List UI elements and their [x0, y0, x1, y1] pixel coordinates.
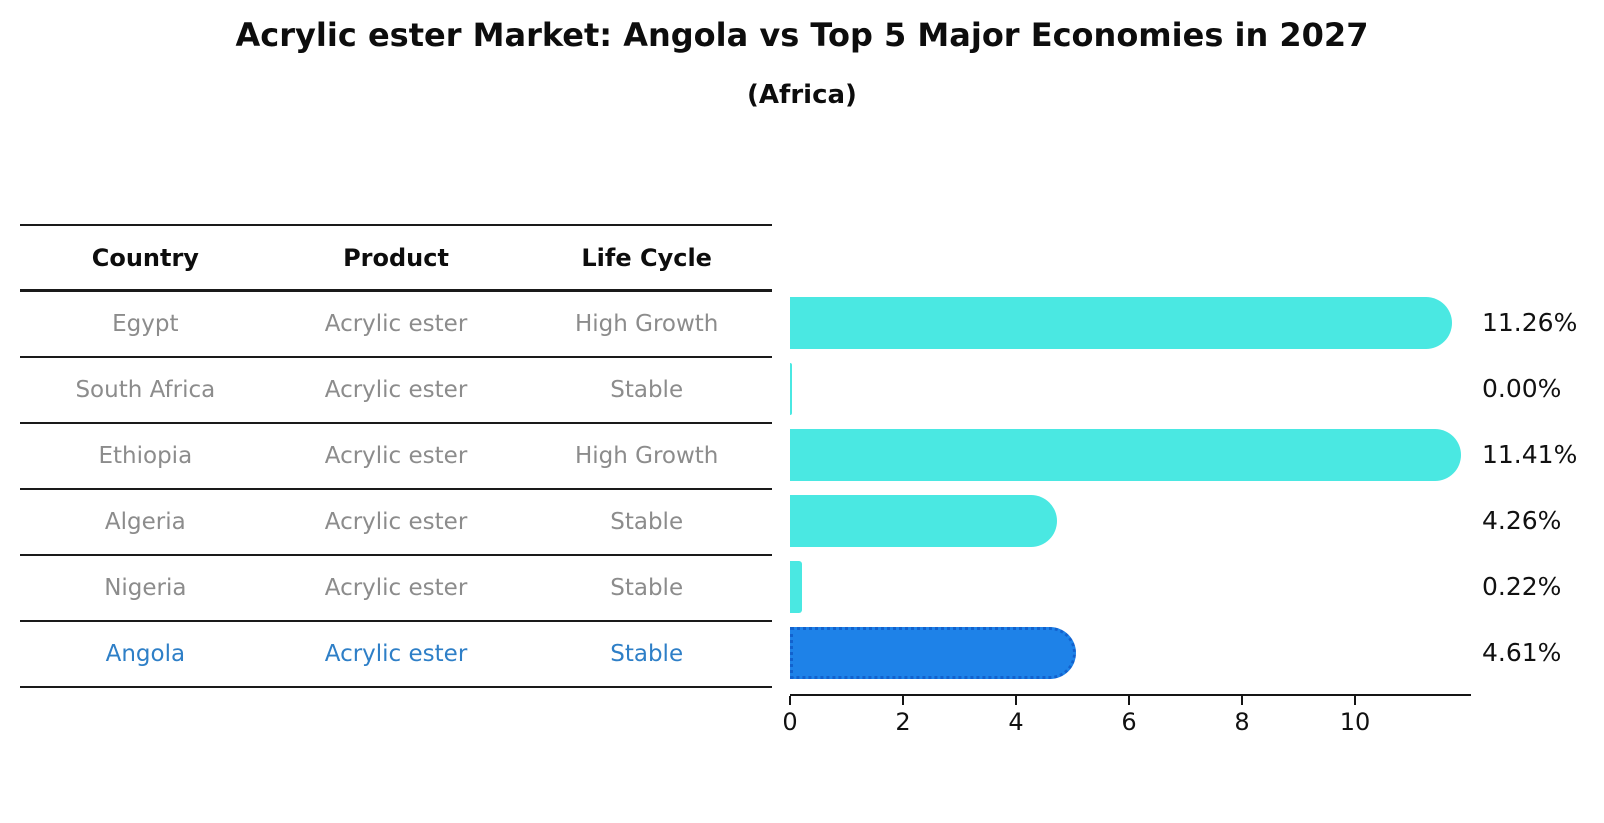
x-axis-tick-2 — [902, 696, 904, 705]
bar-ethiopia — [790, 429, 1461, 481]
bar-angola-highlighted — [790, 627, 1077, 679]
x-axis-line — [790, 694, 1471, 696]
x-axis-tick-label-4: 4 — [1008, 708, 1024, 736]
table-row-nigeria: Nigeria Acrylic ester Stable — [20, 556, 772, 622]
comparison-table: Country Product Life Cycle Egypt Acrylic … — [20, 224, 772, 688]
x-axis-tick-label-10: 10 — [1339, 708, 1371, 736]
table-row-angola: Angola Acrylic ester Stable — [20, 622, 772, 688]
product-cell-angola: Acrylic ester — [324, 641, 468, 667]
table-header-country: Country — [91, 243, 199, 272]
life-cycle-cell-algeria: Stable — [610, 509, 684, 535]
value-label-algeria: 4.26% — [1482, 506, 1562, 535]
product-cell-egypt: Acrylic ester — [324, 311, 468, 337]
value-label-egypt: 11.26% — [1482, 308, 1578, 337]
product-cell-ethiopia: Acrylic ester — [324, 443, 468, 469]
product-cell-south-africa: Acrylic ester — [324, 377, 468, 403]
value-label-nigeria: 0.22% — [1482, 572, 1562, 601]
value-label-south-africa: 0.00% — [1482, 374, 1562, 403]
x-axis-tick-10 — [1354, 696, 1356, 705]
country-cell-south-africa: South Africa — [75, 377, 216, 403]
value-label-ethiopia: 11.41% — [1482, 440, 1578, 469]
life-cycle-cell-nigeria: Stable — [610, 575, 684, 601]
bar-algeria — [790, 495, 1057, 547]
table-row-egypt: Egypt Acrylic ester High Growth — [20, 292, 772, 358]
table-body: Egypt Acrylic ester High Growth South Afric… — [20, 292, 772, 688]
bar-nigeria — [790, 561, 803, 613]
bar-egypt — [790, 297, 1453, 349]
value-label-angola: 4.61% — [1482, 638, 1562, 667]
x-axis-tick-label-2: 2 — [895, 708, 911, 736]
country-cell-ethiopia: Ethiopia — [98, 443, 193, 469]
country-cell-algeria: Algeria — [104, 509, 186, 535]
product-cell-nigeria: Acrylic ester — [324, 575, 468, 601]
country-cell-angola: Angola — [105, 641, 186, 667]
table-header-product: Product — [343, 243, 449, 272]
table-header-row: Country Product Life Cycle — [20, 224, 772, 292]
table-header-life-cycle: Life Cycle — [581, 243, 712, 272]
x-axis-tick-0 — [789, 696, 791, 705]
table-row-ethiopia: Ethiopia Acrylic ester High Growth — [20, 424, 772, 490]
product-cell-algeria: Acrylic ester — [324, 509, 468, 535]
country-cell-egypt: Egypt — [112, 311, 179, 337]
life-cycle-cell-egypt: High Growth — [574, 311, 719, 337]
figure-subtitle: (Africa) — [747, 80, 857, 110]
x-axis-tick-label-8: 8 — [1234, 708, 1250, 736]
x-axis-tick-label-0: 0 — [782, 708, 798, 736]
x-axis-tick-4 — [1015, 696, 1017, 705]
life-cycle-cell-south-africa: Stable — [610, 377, 684, 403]
country-cell-nigeria: Nigeria — [104, 575, 187, 601]
x-axis-tick-6 — [1128, 696, 1130, 705]
bar-south-africa — [790, 363, 792, 415]
life-cycle-cell-ethiopia: High Growth — [574, 443, 719, 469]
table-row-algeria: Algeria Acrylic ester Stable — [20, 490, 772, 556]
figure-title: Acrylic ester Market: Angola vs Top 5 Ma… — [235, 16, 1369, 54]
table-row-south-africa: South Africa Acrylic ester Stable — [20, 358, 772, 424]
x-axis-tick-label-6: 6 — [1121, 708, 1137, 736]
life-cycle-cell-angola: Stable — [610, 641, 684, 667]
x-axis-tick-8 — [1241, 696, 1243, 705]
